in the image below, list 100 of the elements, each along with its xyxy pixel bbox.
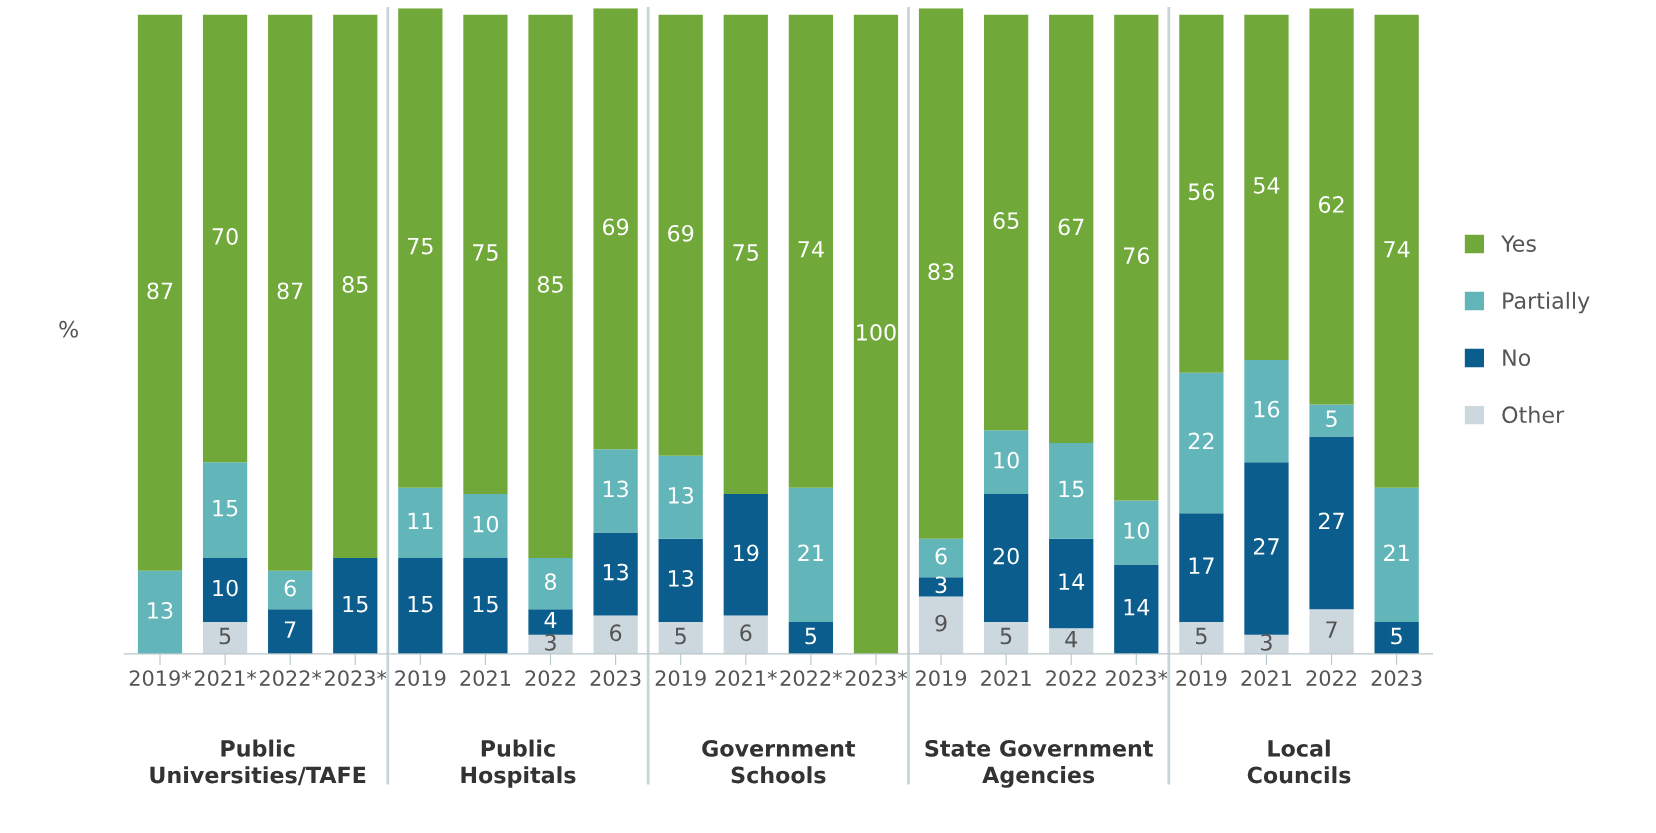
bar xyxy=(983,430,1029,495)
bar xyxy=(1179,14,1224,373)
data-label: 65 xyxy=(993,212,1019,229)
bar xyxy=(202,462,248,559)
data-label: 100 xyxy=(857,323,896,341)
data-label: 15 xyxy=(1059,480,1084,498)
data-label: 13 xyxy=(668,486,694,504)
bar xyxy=(1179,513,1224,622)
bar xyxy=(1049,14,1094,443)
data-label: 54 xyxy=(1254,177,1280,194)
data-label: 6 xyxy=(740,624,752,642)
bar xyxy=(658,538,703,622)
bar xyxy=(1049,628,1094,654)
data-label: 13 xyxy=(603,563,628,581)
bar xyxy=(658,14,703,456)
bar xyxy=(528,609,573,635)
bar xyxy=(918,8,964,539)
data-label: 67 xyxy=(1058,218,1084,236)
data-label: 13 xyxy=(148,602,173,619)
bar xyxy=(593,449,638,533)
data-label: 75 xyxy=(733,244,758,261)
bar xyxy=(593,615,638,654)
bar xyxy=(528,14,573,559)
x-tick-label: 2023* xyxy=(325,670,387,686)
data-label: 27 xyxy=(1319,512,1344,529)
bar xyxy=(333,14,378,559)
bar xyxy=(268,14,313,571)
bar xyxy=(1309,609,1354,654)
data-label: 87 xyxy=(147,282,173,300)
data-label: 74 xyxy=(798,241,824,258)
bar xyxy=(1374,621,1419,654)
data-label: 4 xyxy=(544,611,557,629)
data-label: 11 xyxy=(408,512,433,529)
bar xyxy=(268,609,313,654)
data-label: 75 xyxy=(408,237,433,255)
data-label: 21 xyxy=(1384,544,1409,561)
bar xyxy=(1374,14,1419,488)
bar xyxy=(528,558,573,610)
bar xyxy=(1114,564,1159,654)
legend-label: Other xyxy=(1502,405,1565,424)
x-tick-label: 2019 xyxy=(655,670,706,686)
data-label: 10 xyxy=(994,451,1019,469)
data-label: 5 xyxy=(1391,627,1402,645)
bar xyxy=(1179,372,1224,514)
bar xyxy=(202,14,248,463)
bar xyxy=(918,577,964,597)
x-tick-label: 2021 xyxy=(1241,670,1292,686)
text: Government Schools xyxy=(702,740,856,784)
data-label: 10 xyxy=(473,515,499,533)
x-tick-label: 2019 xyxy=(916,670,967,686)
legend-label: Partially xyxy=(1503,291,1590,314)
data-label: 85 xyxy=(342,276,368,293)
data-label: 6 xyxy=(935,547,947,565)
data-label: 22 xyxy=(1188,432,1214,450)
bar xyxy=(1114,14,1159,501)
bar xyxy=(658,621,703,654)
data-label: 85 xyxy=(537,276,563,293)
data-label: 8 xyxy=(544,573,557,591)
data-label: 3 xyxy=(935,576,947,594)
data-label: 14 xyxy=(1059,573,1085,590)
data-label: 74 xyxy=(1384,241,1410,258)
text: State Government Agencies xyxy=(925,739,1153,788)
bar xyxy=(723,494,768,616)
text: Local Councils xyxy=(1247,739,1351,784)
bar xyxy=(1049,442,1094,539)
bar xyxy=(983,14,1029,431)
legend-label: No xyxy=(1503,349,1531,367)
x-tick-label: 2019* xyxy=(129,670,192,686)
bar xyxy=(788,621,833,654)
data-label: 4 xyxy=(1065,631,1078,648)
bar xyxy=(723,14,768,495)
bar xyxy=(983,494,1029,622)
bar xyxy=(593,8,638,450)
x-tick-label: 2019 xyxy=(395,670,446,686)
data-label: 13 xyxy=(603,480,628,498)
data-label: 5 xyxy=(219,627,231,645)
data-label: 5 xyxy=(675,627,686,645)
x-tick-label: 2023* xyxy=(1106,670,1168,686)
bar xyxy=(918,596,964,654)
bar xyxy=(463,494,508,559)
data-label: 10 xyxy=(1124,522,1149,539)
data-label: 9 xyxy=(935,614,947,632)
x-tick-label: 2021 xyxy=(981,670,1031,686)
data-label: 3 xyxy=(545,633,556,651)
bar xyxy=(202,558,248,622)
bar xyxy=(983,621,1029,654)
data-label: 7 xyxy=(1326,621,1337,638)
x-tick-label: 2022 xyxy=(1046,670,1096,686)
bar xyxy=(202,621,248,654)
data-label: 19 xyxy=(734,544,759,562)
data-label: 21 xyxy=(798,544,823,561)
y-axis-title: % xyxy=(59,320,78,338)
data-label: 17 xyxy=(1189,557,1214,574)
bar xyxy=(333,558,378,654)
bar xyxy=(137,570,183,654)
data-label: 15 xyxy=(473,595,498,613)
data-label: 5 xyxy=(1326,410,1337,428)
x-tick-label: 2023 xyxy=(1371,670,1422,686)
bar xyxy=(918,538,964,578)
bar xyxy=(463,14,508,495)
